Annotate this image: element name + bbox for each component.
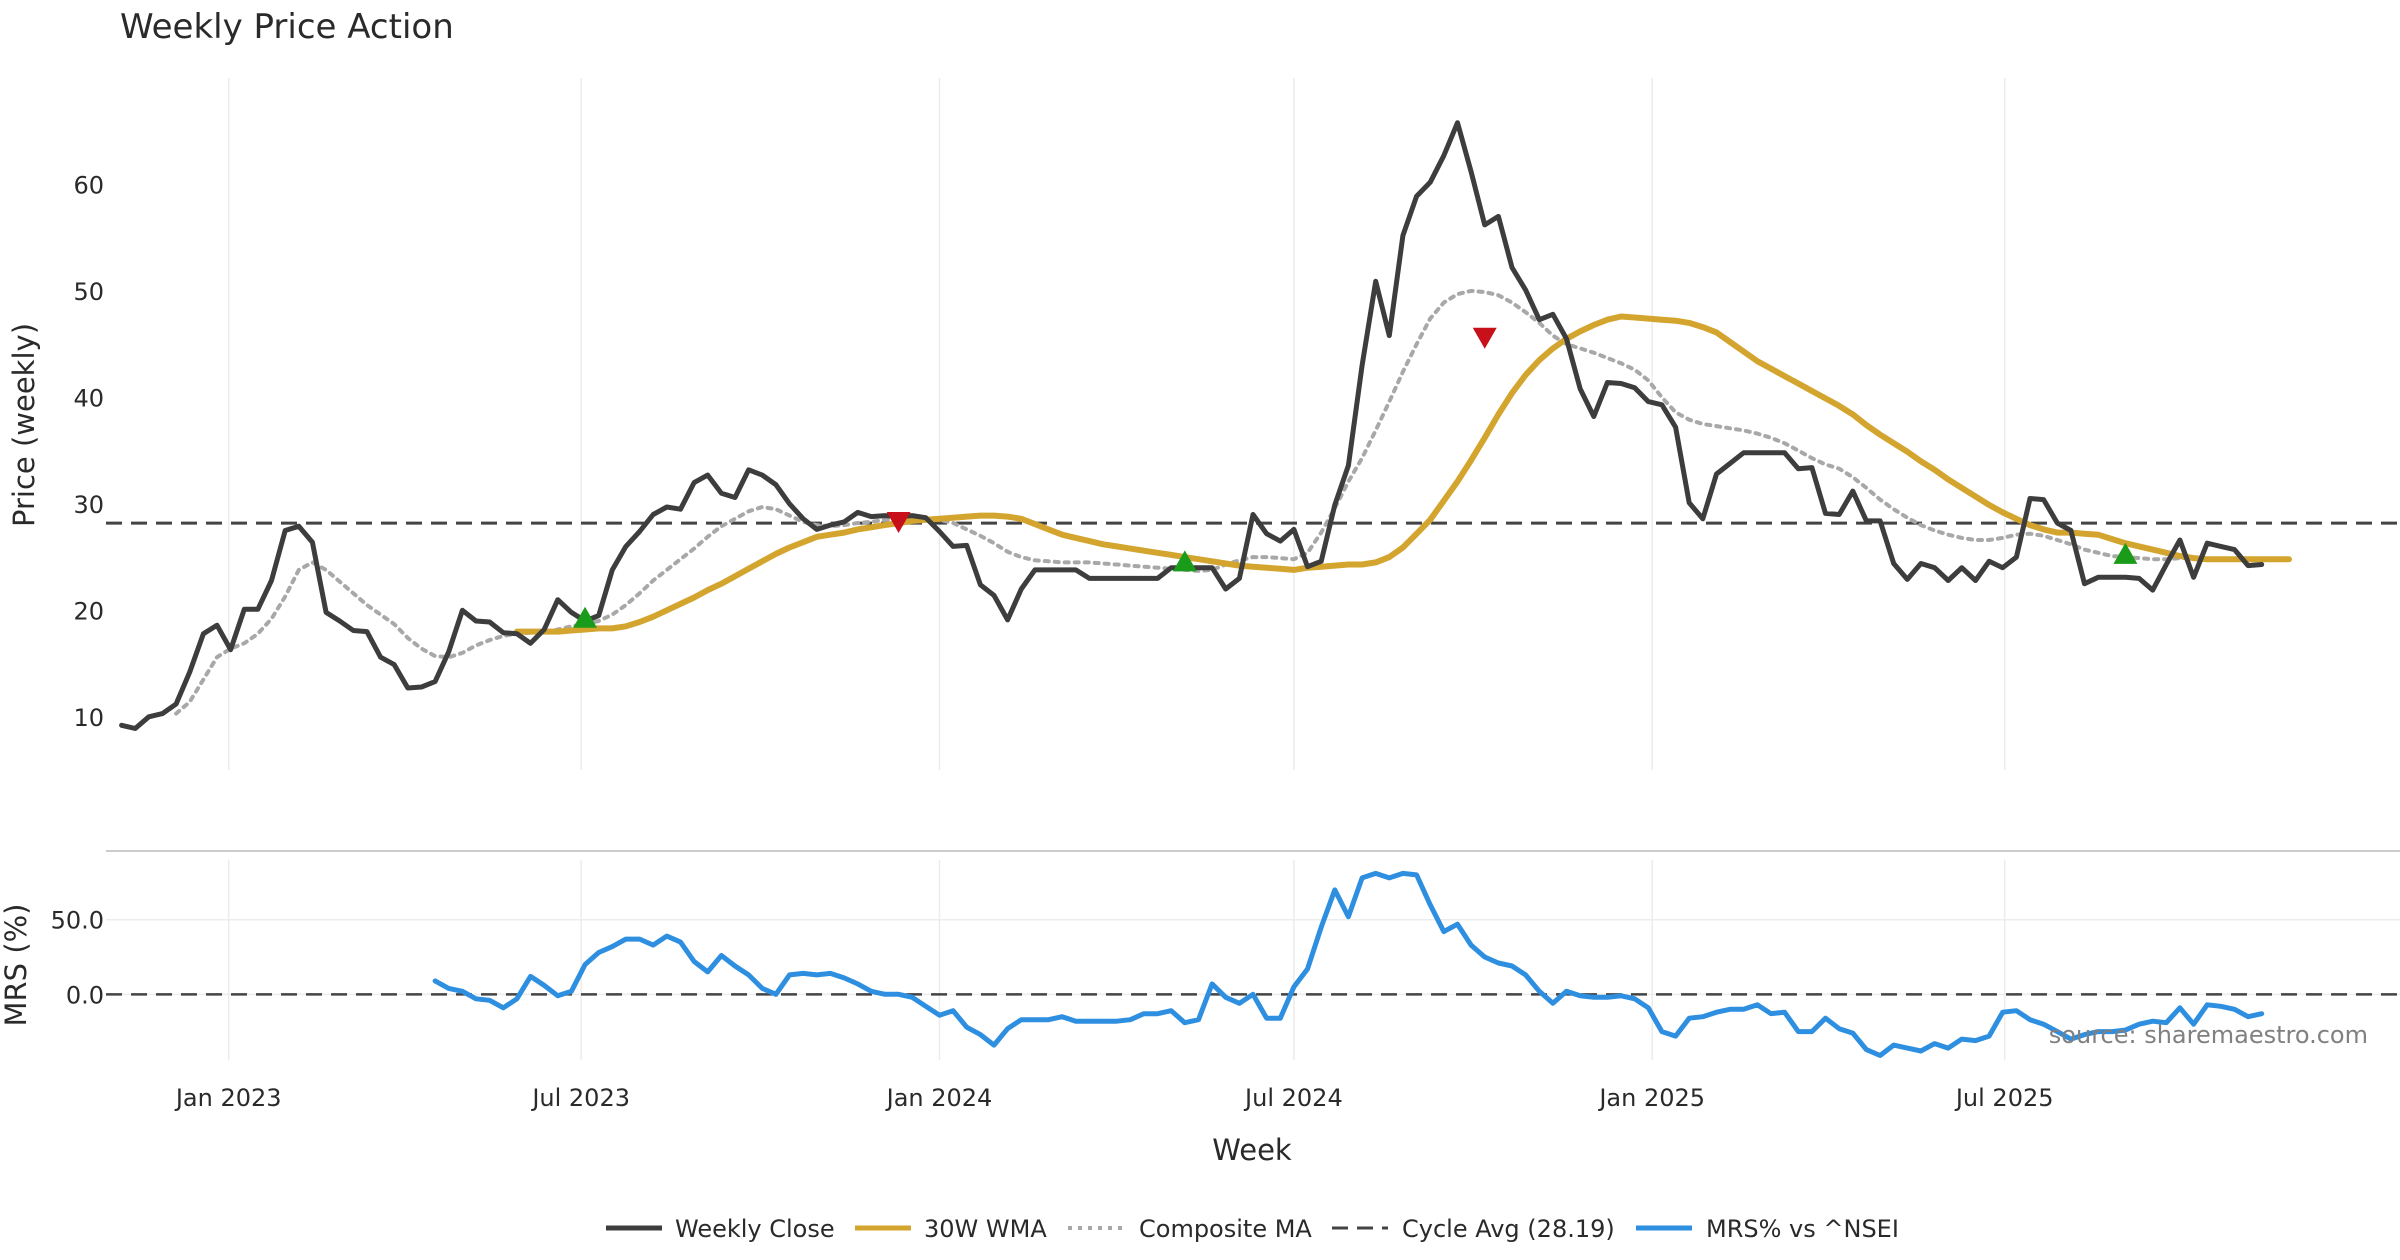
series-line-weekly-close <box>119 120 2265 731</box>
price-y-axis-label: Price (weekly) <box>7 323 41 527</box>
x-tick-label: Jul 2023 <box>530 1084 630 1112</box>
legend-label-mrs: MRS% vs ^NSEI <box>1706 1215 1899 1243</box>
x-tick-label: Jan 2025 <box>1597 1084 1705 1112</box>
series-line-30w-wma <box>513 313 2292 635</box>
source-note: source: sharemaestro.com <box>2049 1021 2368 1049</box>
mrs-y-tick-label: 50.0 <box>51 907 104 935</box>
legend-label-cycle-avg: Cycle Avg (28.19) <box>1402 1215 1615 1243</box>
x-axis-label: Week <box>1212 1133 1292 1167</box>
mrs-y-ticks: 0.0 50.0 <box>51 907 104 1010</box>
x-tick-label: Jul 2025 <box>1954 1084 2054 1112</box>
legend-label-weekly-close: Weekly Close <box>675 1215 835 1243</box>
legend-item-cycle-avg: Cycle Avg (28.19) <box>1332 1215 1615 1243</box>
signal-markers <box>573 327 2138 628</box>
buy-signal-marker <box>573 606 598 628</box>
price-y-tick-label: 60 <box>73 171 104 199</box>
series-line-mrs <box>432 870 2265 1058</box>
legend: Weekly Close 30W WMA Composite MA Cycle … <box>606 1215 1899 1243</box>
price-y-tick-label: 50 <box>73 278 104 306</box>
x-tick-label: Jul 2024 <box>1243 1084 1343 1112</box>
price-y-tick-label: 10 <box>73 704 104 732</box>
series-line-composite-ma <box>174 288 2237 716</box>
legend-label-30w-wma: 30W WMA <box>924 1215 1047 1243</box>
mrs-y-tick-label: 0.0 <box>66 981 104 1009</box>
x-axis-ticks: Jan 2023 Jul 2023 Jan 2024 Jul 2024 Jan 2025… <box>174 1084 2054 1112</box>
x-tick-label: Jan 2024 <box>885 1084 993 1112</box>
price-y-ticks: 10 20 30 40 50 60 <box>73 171 104 731</box>
legend-item-weekly-close: Weekly Close <box>606 1215 835 1243</box>
price-gridlines <box>227 78 2006 770</box>
mrs-series-group <box>432 870 2265 1058</box>
price-y-tick-label: 40 <box>73 384 104 412</box>
legend-item-mrs: MRS% vs ^NSEI <box>1636 1215 1899 1243</box>
legend-item-30w-wma: 30W WMA <box>855 1215 1047 1243</box>
buy-signal-marker <box>1172 550 1197 572</box>
sell-signal-marker <box>1472 327 1497 349</box>
sell-signal-marker <box>886 511 911 533</box>
mrs-y-axis-label: MRS (%) <box>0 904 33 1027</box>
price-y-tick-label: 20 <box>73 597 104 625</box>
price-y-tick-label: 30 <box>73 491 104 519</box>
buy-signal-marker <box>2113 542 2138 564</box>
legend-item-composite-ma: Composite MA <box>1068 1215 1312 1243</box>
legend-label-composite-ma: Composite MA <box>1139 1215 1312 1243</box>
price-series-group <box>119 120 2292 731</box>
chart-title: Weekly Price Action <box>120 7 454 47</box>
x-tick-label: Jan 2023 <box>174 1084 282 1112</box>
